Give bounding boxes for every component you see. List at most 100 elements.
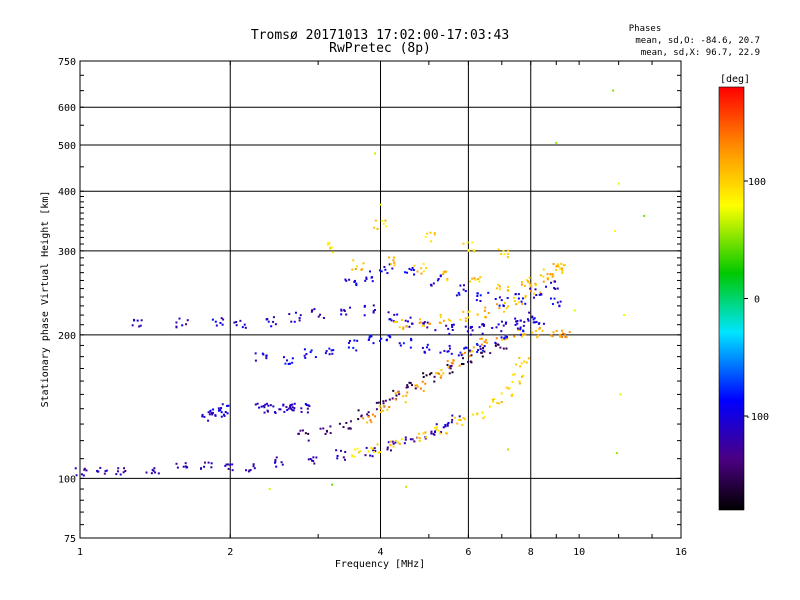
data-point — [534, 282, 537, 285]
data-point — [446, 424, 449, 427]
colorbar-tick-label: -100 — [745, 412, 769, 423]
data-point — [495, 326, 498, 329]
data-point — [468, 310, 471, 313]
data-point — [424, 437, 427, 440]
data-point — [435, 428, 438, 431]
data-point — [340, 309, 343, 312]
data-point — [393, 261, 396, 264]
data-point — [356, 447, 359, 450]
data-point — [612, 89, 615, 92]
data-point — [263, 411, 266, 414]
data-point — [384, 268, 387, 271]
data-point — [558, 304, 561, 307]
data-point — [391, 267, 394, 270]
data-point — [555, 141, 558, 144]
data-point — [345, 421, 348, 424]
data-point — [348, 339, 351, 342]
data-point — [472, 248, 475, 251]
data-point — [428, 348, 431, 351]
data-point — [495, 337, 498, 340]
data-point — [512, 296, 515, 299]
x-tick-label: 8 — [528, 547, 534, 558]
data-point — [214, 320, 217, 323]
data-point — [413, 264, 416, 267]
data-point — [404, 401, 407, 404]
data-point — [531, 331, 534, 334]
data-point — [152, 469, 155, 472]
data-point — [622, 314, 625, 317]
data-point — [393, 264, 396, 267]
data-point — [550, 334, 553, 337]
data-point — [537, 334, 540, 337]
data-point — [311, 309, 314, 312]
data-point — [400, 318, 403, 321]
data-point — [451, 323, 454, 326]
data-point — [456, 422, 459, 425]
data-point — [531, 315, 534, 318]
data-point — [353, 455, 356, 458]
data-point — [369, 454, 372, 457]
data-point — [375, 408, 378, 411]
data-point — [386, 408, 389, 411]
data-point — [479, 345, 482, 348]
data-point — [319, 427, 322, 430]
data-point — [298, 317, 301, 320]
data-point — [474, 278, 477, 281]
data-point — [479, 294, 482, 297]
data-point — [496, 401, 499, 404]
data-point — [545, 285, 548, 288]
data-point — [355, 349, 358, 352]
data-point — [226, 412, 229, 415]
data-point — [410, 268, 413, 271]
data-point — [408, 325, 411, 328]
data-point — [392, 259, 395, 262]
data-point — [466, 330, 469, 333]
data-point — [217, 407, 220, 410]
data-point — [313, 308, 316, 311]
data-point — [437, 277, 440, 280]
data-point — [418, 437, 421, 440]
data-point — [434, 430, 437, 433]
data-point — [231, 463, 234, 466]
data-point — [219, 321, 222, 324]
data-point — [485, 341, 488, 344]
data-point — [435, 426, 438, 429]
data-point — [519, 333, 522, 336]
data-point — [430, 430, 433, 433]
data-point — [266, 402, 269, 405]
data-point — [542, 268, 545, 271]
data-point — [303, 348, 306, 351]
data-point — [521, 333, 524, 336]
data-point — [439, 275, 442, 278]
data-point — [81, 473, 84, 476]
data-point — [402, 395, 405, 398]
data-point — [328, 353, 331, 356]
x-tick-label: 6 — [465, 547, 471, 558]
data-point — [552, 262, 555, 265]
data-point — [279, 408, 282, 411]
data-point — [330, 246, 333, 249]
data-point — [203, 465, 206, 468]
y-axis-label: Stationary phase Virtual Height [km] — [40, 191, 51, 408]
data-point — [370, 421, 373, 424]
data-point — [467, 249, 470, 252]
data-point — [499, 346, 502, 349]
data-point — [502, 310, 505, 313]
data-point — [307, 404, 310, 407]
data-point — [305, 353, 308, 356]
data-point — [444, 425, 447, 428]
data-point — [541, 329, 544, 332]
data-point — [372, 310, 375, 313]
data-point — [542, 275, 545, 278]
data-point — [392, 442, 395, 445]
data-point — [520, 283, 523, 286]
data-point — [517, 297, 520, 300]
data-point — [326, 429, 329, 432]
data-point — [352, 346, 355, 349]
data-point — [367, 411, 370, 414]
data-point — [420, 272, 423, 275]
grid-lines — [80, 61, 681, 538]
data-point — [522, 324, 525, 327]
data-point — [561, 269, 564, 272]
data-point — [532, 321, 535, 324]
